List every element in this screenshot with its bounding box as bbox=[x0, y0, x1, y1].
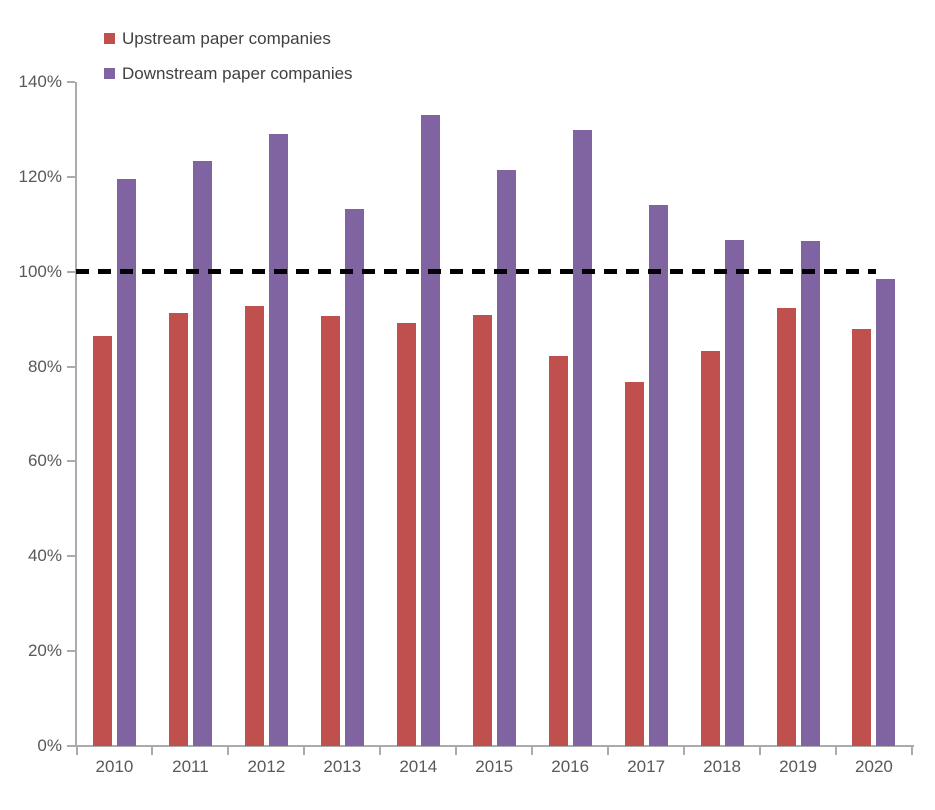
x-tick bbox=[683, 745, 686, 755]
y-tick bbox=[67, 650, 75, 652]
bar-upstream-2016 bbox=[548, 355, 568, 746]
legend-item-downstream: Downstream paper companies bbox=[104, 62, 353, 85]
bar-downstream-2017 bbox=[648, 204, 668, 746]
x-axis-label: 2018 bbox=[703, 756, 741, 776]
y-axis-label: 80% bbox=[27, 356, 62, 376]
y-axis-label: 120% bbox=[18, 167, 62, 187]
bar-upstream-2013 bbox=[320, 315, 340, 746]
x-axis-label: 2013 bbox=[323, 756, 362, 776]
y-tick bbox=[67, 555, 75, 558]
legend-item-upstream: Upstream paper companies bbox=[104, 27, 353, 50]
x-axis-label: 2014 bbox=[399, 756, 438, 776]
bar-upstream-2015 bbox=[472, 315, 492, 746]
x-tick bbox=[759, 745, 762, 755]
x-axis-label: 2020 bbox=[855, 756, 893, 776]
legend: Upstream paper companies Downstream pape… bbox=[104, 27, 353, 97]
reference-line-100pct bbox=[76, 269, 877, 275]
bar-downstream-2016 bbox=[572, 129, 592, 746]
x-tick bbox=[607, 745, 610, 755]
y-tick bbox=[67, 365, 75, 368]
y-tick bbox=[67, 460, 75, 463]
bar-upstream-2010 bbox=[92, 335, 112, 746]
x-axis-label: 2012 bbox=[247, 756, 286, 776]
bar-upstream-2017 bbox=[624, 382, 644, 746]
legend-label-downstream: Downstream paper companies bbox=[122, 63, 353, 83]
x-axis-label: 2016 bbox=[551, 756, 590, 776]
legend-swatch-upstream-icon bbox=[104, 33, 115, 44]
bar-upstream-2019 bbox=[776, 308, 796, 746]
bar-downstream-2020 bbox=[876, 278, 896, 746]
bar-upstream-2020 bbox=[852, 329, 872, 746]
x-axis-label: 2015 bbox=[475, 756, 514, 776]
x-tick bbox=[303, 745, 306, 755]
y-tick bbox=[67, 744, 75, 747]
bar-upstream-2018 bbox=[700, 351, 720, 746]
bar-upstream-2012 bbox=[244, 306, 264, 746]
y-tick bbox=[67, 176, 75, 179]
y-axis-line bbox=[75, 82, 77, 747]
x-axis-label: 2011 bbox=[172, 756, 209, 776]
bar-downstream-2011 bbox=[192, 161, 212, 746]
x-tick bbox=[379, 745, 382, 755]
legend-label-upstream: Upstream paper companies bbox=[122, 28, 331, 48]
x-tick bbox=[455, 745, 458, 755]
x-axis-label: 2019 bbox=[779, 756, 817, 776]
x-tick bbox=[910, 745, 913, 755]
bar-upstream-2011 bbox=[168, 313, 188, 746]
x-axis-label: 2017 bbox=[627, 756, 666, 776]
y-axis-label: 0% bbox=[37, 735, 62, 755]
y-tick bbox=[67, 81, 75, 84]
x-axis-line bbox=[75, 744, 914, 747]
bar-downstream-2019 bbox=[800, 240, 820, 746]
x-axis-label: 2010 bbox=[95, 756, 134, 776]
y-axis-label: 100% bbox=[18, 261, 62, 281]
bar-downstream-2013 bbox=[344, 209, 364, 746]
x-tick bbox=[151, 745, 154, 755]
bar-downstream-2014 bbox=[420, 115, 440, 746]
x-tick bbox=[75, 745, 78, 755]
bar-downstream-2015 bbox=[496, 169, 516, 746]
y-axis-label: 20% bbox=[27, 641, 62, 660]
legend-swatch-downstream-icon bbox=[104, 68, 115, 79]
bar-upstream-2014 bbox=[396, 323, 416, 746]
x-tick bbox=[227, 745, 230, 755]
bar-downstream-2010 bbox=[116, 178, 136, 746]
x-tick bbox=[835, 745, 837, 755]
y-axis-label: 60% bbox=[27, 451, 62, 471]
x-tick bbox=[531, 745, 534, 755]
bar-downstream-2018 bbox=[724, 240, 744, 746]
y-tick bbox=[67, 270, 75, 273]
bar-downstream-2012 bbox=[268, 134, 288, 746]
y-axis-label: 140% bbox=[18, 72, 62, 92]
y-axis-label: 40% bbox=[27, 546, 62, 566]
